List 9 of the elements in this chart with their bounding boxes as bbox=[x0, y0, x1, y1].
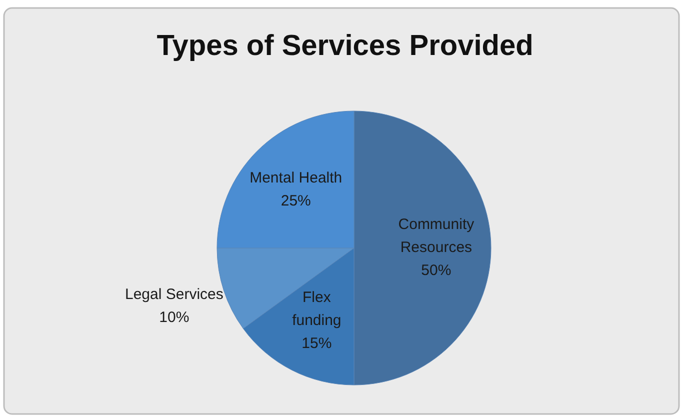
chart-title: Types of Services Provided bbox=[156, 30, 534, 62]
slice-label: Community Resources bbox=[398, 216, 475, 256]
data-label: 50% bbox=[421, 262, 452, 279]
data-label: 10% bbox=[159, 308, 190, 326]
slice-label: Flex funding bbox=[292, 289, 342, 330]
data-label: 15% bbox=[302, 335, 332, 352]
data-label: 25% bbox=[280, 192, 311, 210]
slice-label: Mental Health bbox=[250, 169, 342, 186]
slice-label: Legal Services bbox=[125, 286, 224, 303]
